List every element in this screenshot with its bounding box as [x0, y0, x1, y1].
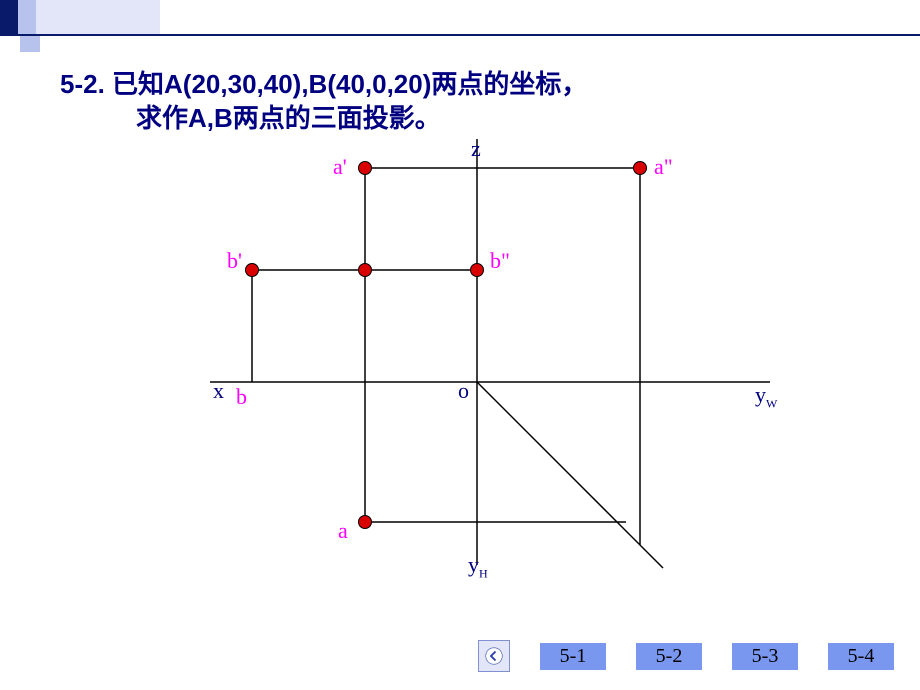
axis-o-label: o: [458, 378, 469, 404]
question-text: 5-2. 已知A(20,30,40),B(40,0,20)两点的坐标， 求作A,…: [60, 68, 587, 136]
question-line1: 5-2. 已知A(20,30,40),B(40,0,20)两点的坐标，: [60, 68, 587, 102]
axis-x-label: x: [213, 378, 224, 404]
axis-z-label: z: [471, 136, 481, 162]
nav-btn-5-2[interactable]: 5-2: [636, 643, 702, 670]
label-b-dblprime: b": [490, 248, 510, 274]
header-decor-small: [0, 36, 40, 52]
label-b-prime: b': [227, 248, 242, 274]
nav-back-button[interactable]: [478, 640, 510, 672]
slide: 5-2. 已知A(20,30,40),B(40,0,20)两点的坐标， 求作A,…: [0, 0, 920, 690]
header-rule: [0, 34, 920, 36]
nav-btn-5-4[interactable]: 5-4: [828, 643, 894, 670]
label-a: a: [338, 518, 348, 544]
axis-yw-label: yW: [755, 382, 777, 411]
nav-btn-5-1[interactable]: 5-1: [540, 643, 606, 670]
nav-bar: 5-1 5-2 5-3 5-4: [478, 640, 894, 672]
chevron-left-icon: [485, 647, 503, 665]
label-b: b: [236, 384, 247, 410]
nav-btn-5-3[interactable]: 5-3: [732, 643, 798, 670]
label-a-dblprime: a": [654, 154, 673, 180]
label-a-prime: a': [333, 154, 347, 180]
header-decor: [0, 0, 160, 34]
axis-yh-label: yH: [468, 552, 488, 581]
question-line2: 求作A,B两点的三面投影。: [60, 102, 587, 136]
